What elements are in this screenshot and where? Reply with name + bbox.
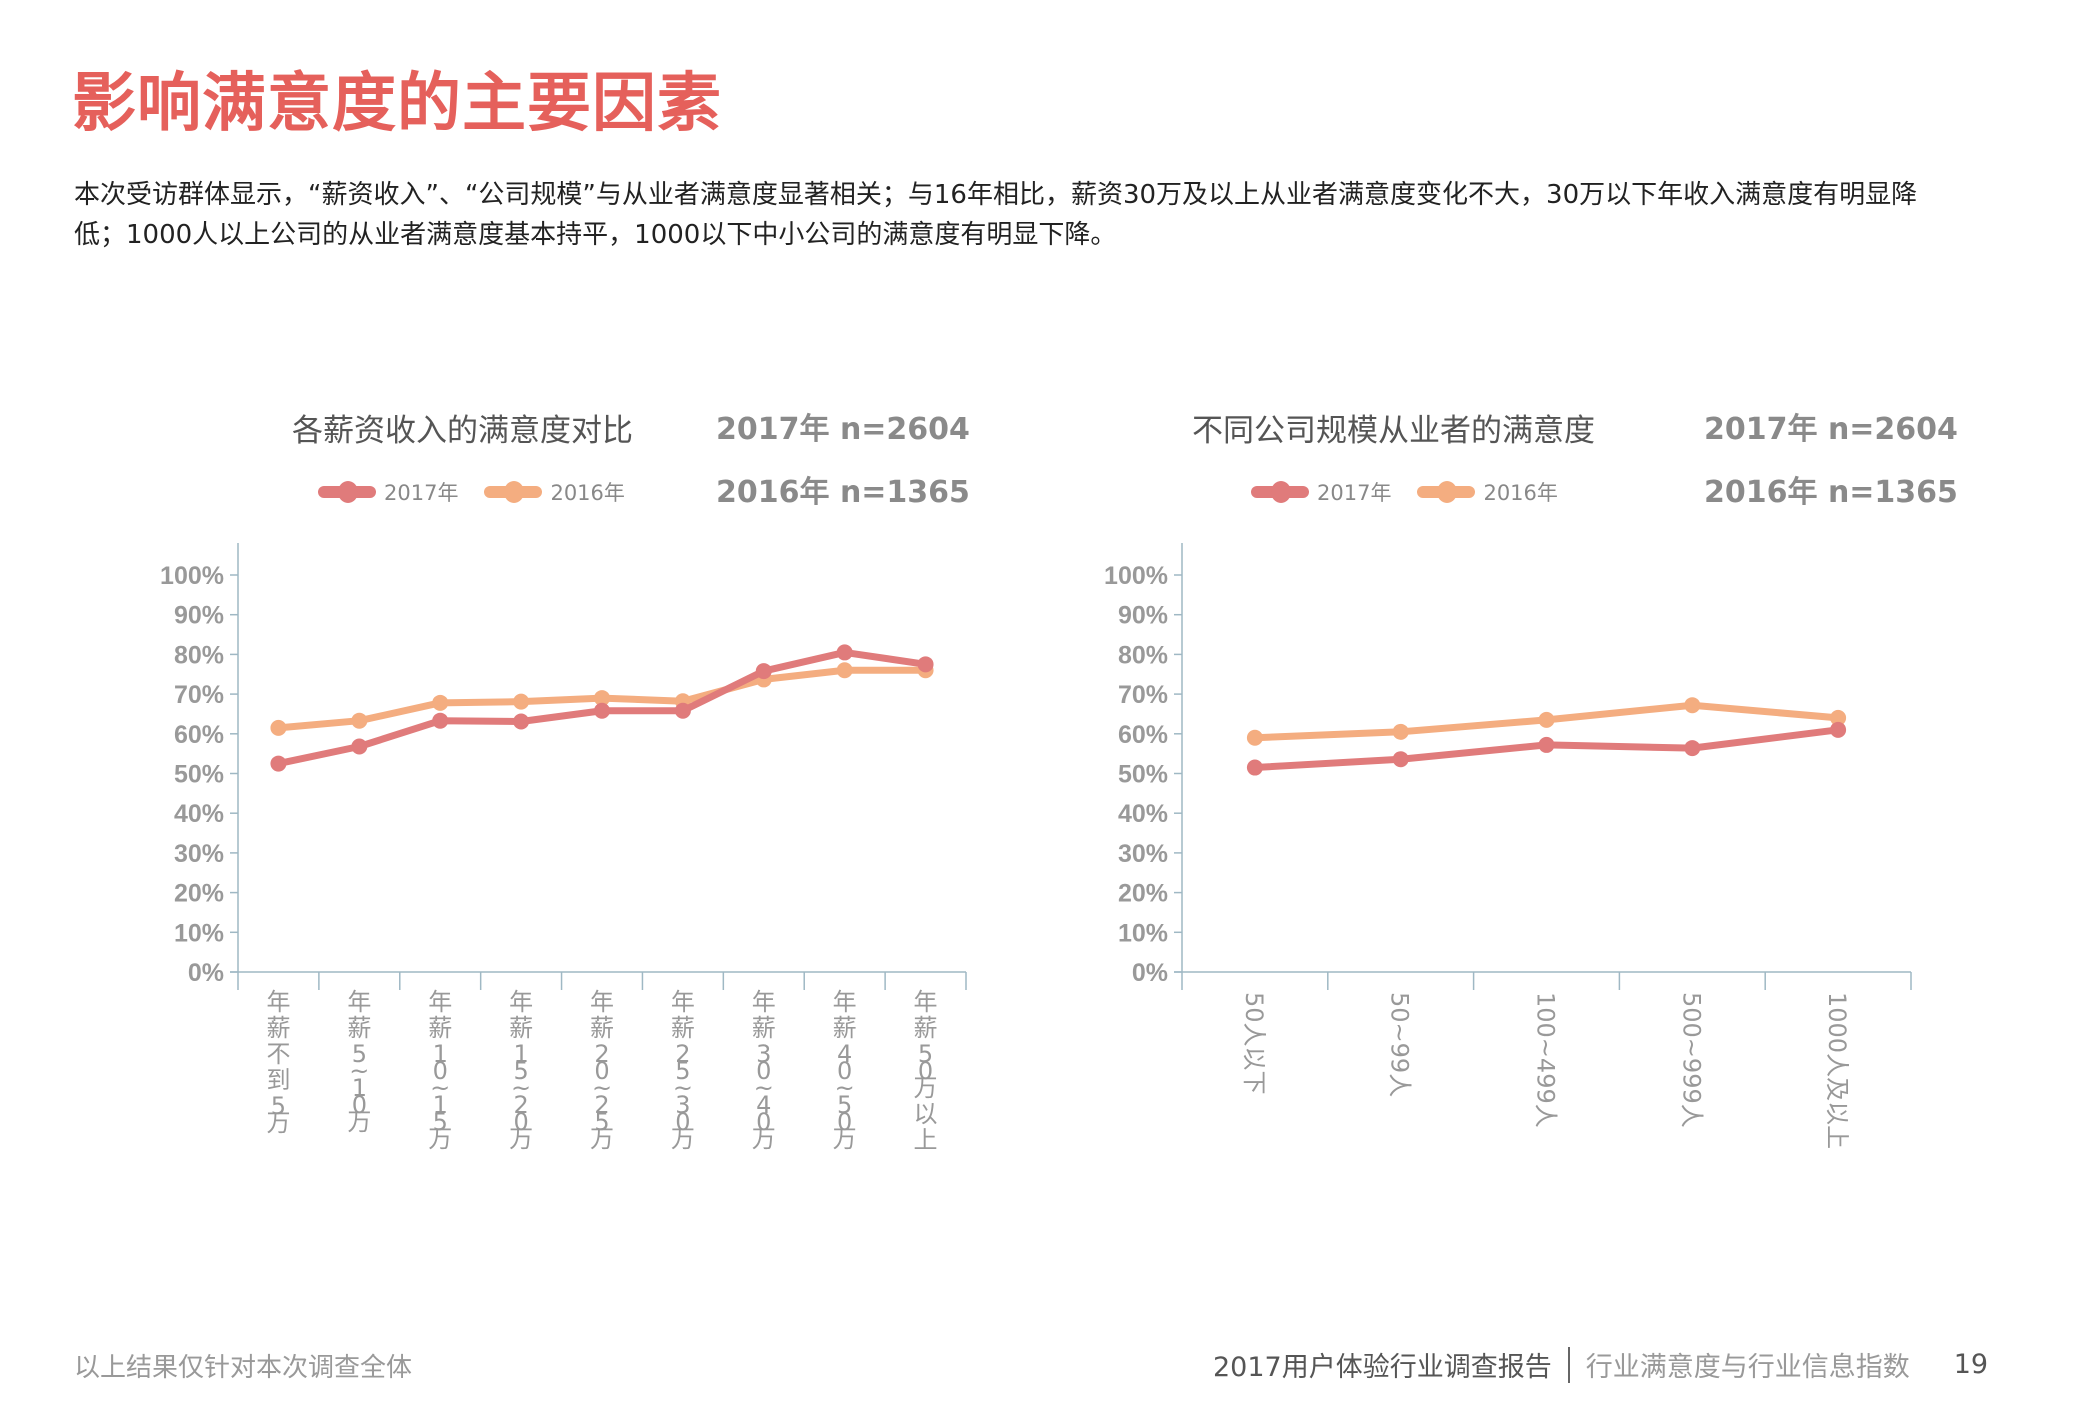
y-tick-label: 0%: [188, 959, 224, 987]
y-tick-label: 40%: [174, 800, 224, 828]
legend-company-size: 2017年 2016年: [1251, 477, 1584, 507]
data-point: [674, 702, 691, 719]
y-tick-label: 60%: [1118, 721, 1168, 749]
y-tick-label: 50%: [174, 761, 224, 789]
data-point: [1830, 721, 1847, 738]
x-category-label: 50~99人: [1386, 992, 1414, 1097]
y-tick-label: 100%: [160, 562, 224, 590]
x-category-label: 50人以下: [1240, 992, 1268, 1095]
y-tick-label: 40%: [1118, 800, 1168, 828]
data-point: [270, 719, 287, 736]
y-tick-label: 80%: [174, 641, 224, 669]
page-title: 影响满意度的主要因素: [72, 67, 722, 141]
data-point: [1246, 729, 1263, 746]
data-point: [351, 738, 368, 755]
sample-note-2017-company: 2017年 n=2604: [1704, 412, 1958, 447]
chart-title-company-size: 不同公司规模从业者的满意度: [1192, 413, 1595, 449]
data-point: [351, 712, 368, 729]
data-point: [1392, 751, 1409, 768]
y-tick-label: 80%: [1118, 641, 1168, 669]
y-tick-label: 60%: [174, 721, 224, 749]
x-category-label: 年薪 5 ~1 0 万: [347, 988, 371, 1136]
legend-item-2016: 2016年: [484, 477, 625, 507]
x-category-label: 年薪 2 5 ~3 0 万: [671, 988, 695, 1153]
data-point: [594, 702, 610, 719]
footer-divider: [1567, 1346, 1570, 1383]
legend-line-marker-icon: [484, 481, 543, 503]
data-point: [836, 662, 853, 679]
y-tick-label: 20%: [174, 880, 224, 908]
footer-report-info: 2017用户体验行业调查报告 行业满意度与行业信息指数 19: [1213, 1345, 1988, 1384]
y-tick-label: 10%: [1118, 919, 1168, 947]
x-category-label: 年薪 5 0 万以上: [914, 988, 938, 1154]
y-tick-label: 30%: [174, 840, 224, 868]
y-tick-label: 100%: [1104, 562, 1168, 590]
data-point: [1684, 740, 1701, 757]
data-point: [513, 693, 530, 710]
x-category-label: 年薪 1 5 ~2 0 万: [509, 988, 533, 1153]
chart-title-salary: 各薪资收入的满意度对比: [292, 413, 633, 449]
data-point: [1392, 723, 1409, 740]
legend-salary: 2017年 2016年: [318, 477, 651, 507]
data-point: [755, 663, 772, 680]
x-category-label: 年薪 3 0 ~4 0 万: [752, 988, 776, 1153]
sample-note-2016-salary: 2016年 n=1365: [716, 475, 970, 510]
report-name: 2017用户体验行业调查报告: [1213, 1352, 1552, 1383]
data-point: [1538, 711, 1555, 728]
legend-label: 2016年: [550, 481, 625, 505]
data-point: [432, 712, 449, 729]
data-point: [1246, 759, 1263, 776]
section-name: 行业满意度与行业信息指数: [1585, 1352, 1910, 1383]
data-point: [1830, 709, 1847, 726]
legend-label: 2017年: [384, 481, 459, 505]
legend-line-marker-icon: [1251, 481, 1309, 503]
data-point: [1684, 697, 1701, 714]
data-point: [917, 656, 934, 673]
y-tick-label: 70%: [1118, 681, 1168, 709]
data-point: [836, 644, 853, 661]
y-tick-label: 20%: [1118, 880, 1168, 908]
y-tick-label: 90%: [1118, 602, 1168, 630]
page-number: 19: [1953, 1349, 1989, 1380]
x-category-label: 年薪不到 5 万: [266, 988, 290, 1137]
legend-item-2017: 2017年: [1251, 477, 1391, 507]
x-category-label: 年薪 2 0 ~2 5 万: [590, 988, 614, 1153]
data-point: [432, 694, 449, 711]
summary-paragraph: 本次受访群体显示，“薪资收入”、“公司规模”与从业者满意度显著相关；与16年相比…: [74, 180, 1918, 250]
x-category-label: 年薪 1 0 ~1 5 万: [428, 988, 452, 1153]
data-point: [513, 713, 530, 730]
y-tick-label: 50%: [1118, 761, 1168, 789]
y-tick-label: 90%: [174, 602, 224, 630]
legend-label: 2016年: [1483, 481, 1558, 505]
legend-line-marker-icon: [1417, 481, 1476, 503]
x-category-label: 100~499人: [1532, 992, 1560, 1128]
legend-line-marker-icon: [318, 481, 376, 503]
data-point: [270, 755, 287, 772]
x-category-label: 500~999人: [1677, 992, 1705, 1128]
legend-label: 2017年: [1317, 481, 1392, 505]
legend-item-2017: 2017年: [318, 477, 458, 507]
y-tick-label: 70%: [174, 681, 224, 709]
x-category-label: 年薪 4 0 ~5 0 万: [833, 988, 857, 1153]
x-category-label: 1000人及以上: [1823, 992, 1851, 1149]
y-tick-label: 30%: [1118, 840, 1168, 868]
data-point: [594, 690, 610, 707]
legend-item-2016: 2016年: [1417, 477, 1558, 507]
sample-note-2016-company: 2016年 n=1365: [1704, 475, 1958, 510]
sample-note-2017-salary: 2017年 n=2604: [716, 412, 970, 447]
footer-note: 以上结果仅针对本次调查全体: [74, 1353, 413, 1383]
data-point: [1538, 736, 1555, 753]
y-tick-label: 10%: [174, 919, 224, 947]
y-tick-label: 0%: [1132, 959, 1168, 987]
